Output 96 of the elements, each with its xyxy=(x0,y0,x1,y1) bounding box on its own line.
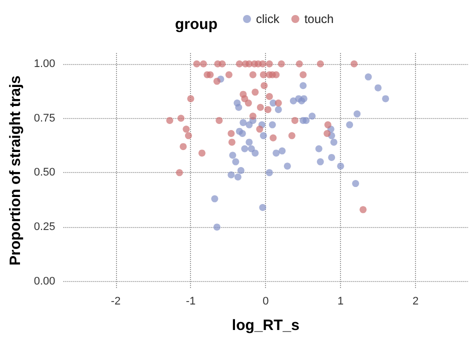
point xyxy=(291,116,298,124)
point xyxy=(316,158,324,166)
x-tick-label: -1 xyxy=(186,296,196,308)
point xyxy=(216,116,223,124)
point xyxy=(182,126,190,133)
point xyxy=(264,106,272,114)
point xyxy=(284,162,291,170)
point xyxy=(278,147,286,154)
point xyxy=(337,162,344,170)
point xyxy=(246,121,253,128)
y-tick-label: 0.25 xyxy=(34,221,56,234)
point xyxy=(228,171,235,178)
point xyxy=(218,60,226,68)
point xyxy=(184,132,192,140)
point xyxy=(252,150,259,157)
point xyxy=(302,116,310,124)
point xyxy=(350,60,358,68)
point xyxy=(364,73,372,80)
point xyxy=(266,169,273,176)
point xyxy=(308,112,316,120)
point xyxy=(259,204,266,211)
x-tick-label: 2 xyxy=(412,296,419,308)
y-axis-title: Proportion of straight trajs xyxy=(7,75,24,266)
y-tick-label: 0.50 xyxy=(34,166,56,179)
y-tick-label: 0.00 xyxy=(34,275,56,288)
point xyxy=(315,145,322,152)
y-tick-label: 0.75 xyxy=(34,112,56,124)
point xyxy=(211,195,218,202)
point xyxy=(177,114,184,122)
point xyxy=(274,106,282,114)
point xyxy=(206,71,214,78)
point xyxy=(228,130,235,138)
point xyxy=(232,158,240,166)
x-tick-label: -2 xyxy=(110,296,121,308)
point xyxy=(382,95,390,102)
point xyxy=(256,126,264,133)
point xyxy=(249,112,256,120)
point xyxy=(259,60,266,68)
x-axis-title: log_RT_s xyxy=(232,317,300,334)
point xyxy=(225,71,232,78)
point xyxy=(200,60,207,68)
point xyxy=(288,132,296,140)
point xyxy=(300,82,307,90)
point xyxy=(278,60,285,68)
point xyxy=(324,130,331,138)
point xyxy=(246,138,253,146)
point xyxy=(274,100,282,107)
point xyxy=(213,224,220,231)
point xyxy=(240,119,247,126)
point xyxy=(180,143,187,150)
point xyxy=(249,71,256,78)
point xyxy=(330,138,338,146)
point xyxy=(256,104,264,111)
point xyxy=(270,134,277,142)
point xyxy=(266,60,273,68)
point xyxy=(244,100,252,107)
point xyxy=(252,88,259,96)
point xyxy=(241,95,248,102)
legend-title: group xyxy=(175,16,218,33)
point xyxy=(187,95,194,102)
point xyxy=(229,152,236,159)
point xyxy=(193,60,200,68)
point xyxy=(237,167,244,174)
point xyxy=(316,60,324,68)
point xyxy=(213,78,220,85)
point xyxy=(290,97,297,104)
point xyxy=(296,60,303,68)
point xyxy=(360,206,367,214)
point xyxy=(346,121,354,128)
point xyxy=(198,150,206,157)
point xyxy=(300,71,307,78)
point xyxy=(260,71,267,78)
point xyxy=(241,145,248,152)
point xyxy=(260,82,268,90)
point xyxy=(228,138,236,146)
point xyxy=(324,121,332,128)
point xyxy=(374,84,382,92)
point xyxy=(166,116,174,124)
point xyxy=(272,71,280,78)
point xyxy=(352,180,360,188)
point xyxy=(328,154,336,161)
y-tick-label: 1.00 xyxy=(34,58,56,70)
point xyxy=(235,104,242,111)
x-tick-label: 1 xyxy=(338,296,344,308)
point xyxy=(272,150,280,157)
point xyxy=(260,132,267,140)
point xyxy=(234,174,242,181)
point xyxy=(266,93,273,100)
point xyxy=(236,60,243,68)
point xyxy=(176,169,183,176)
point xyxy=(268,121,276,128)
point xyxy=(354,110,361,118)
legend-label: touch xyxy=(304,12,334,26)
x-tick-label: 0 xyxy=(262,296,269,308)
legend-label: click xyxy=(256,12,280,26)
point xyxy=(236,128,243,135)
